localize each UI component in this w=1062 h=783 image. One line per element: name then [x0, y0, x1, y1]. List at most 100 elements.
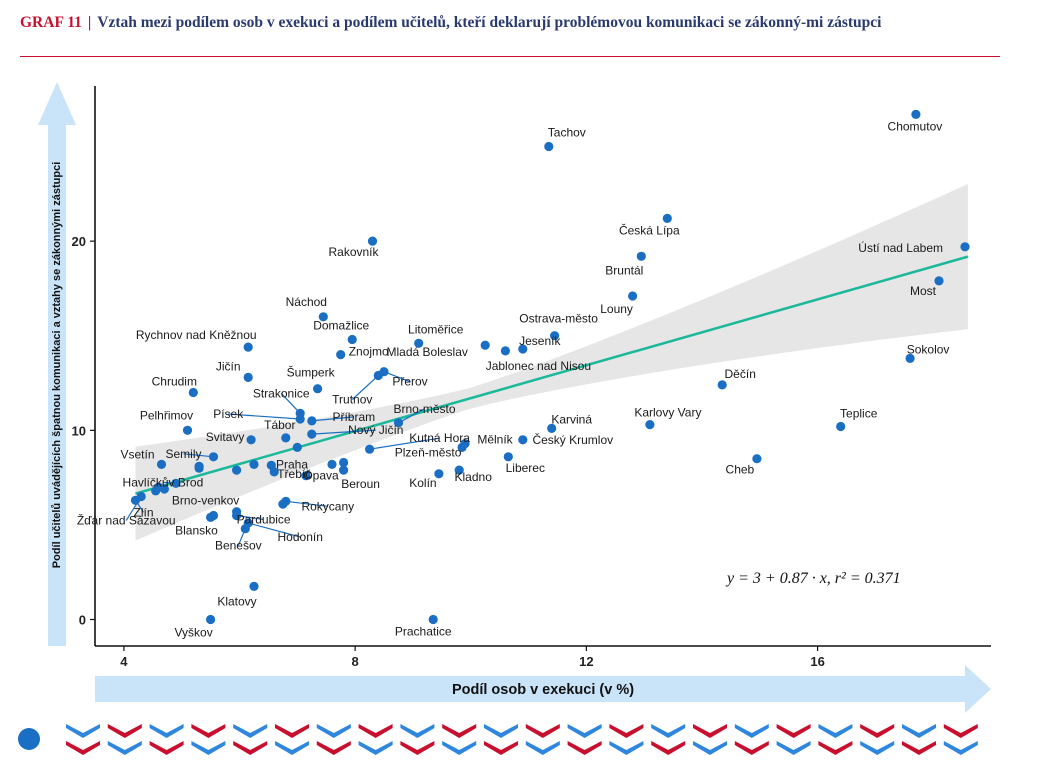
label-benesov: Benešov — [215, 539, 262, 553]
chevron-bottom — [943, 741, 978, 755]
y-tick-label: 20 — [72, 234, 86, 249]
label-ceska-lipa: Česká Lípa — [619, 222, 680, 237]
leader-rokycany — [285, 500, 328, 507]
chevron-top — [149, 724, 184, 738]
label-trebic: Třebíč — [277, 467, 311, 481]
label-vyskov: Vyškov — [174, 626, 212, 640]
label-blansko: Blansko — [175, 524, 218, 538]
point-cheb — [752, 454, 762, 464]
label-trutnov: Trutnov — [332, 393, 372, 407]
point-ostrava-mesto — [550, 331, 560, 341]
point-nachod — [318, 312, 328, 322]
label-zlin: Zlín — [133, 505, 153, 519]
point-prostejov — [249, 459, 259, 469]
point-sokolov — [905, 353, 915, 363]
chevron-top — [609, 724, 644, 738]
chevron-bottom — [484, 741, 518, 755]
chevron-bottom — [358, 741, 393, 755]
point-litomerice — [414, 338, 424, 348]
bullet-dot — [18, 728, 40, 750]
label-kolin: Kolín — [409, 476, 436, 490]
chevron-bottom — [275, 741, 309, 755]
point-znojmo — [336, 350, 346, 360]
point-vyskov-okoli — [151, 486, 161, 496]
point-beroun — [339, 465, 349, 475]
point-decin — [717, 380, 727, 390]
point-vyskov — [206, 614, 216, 625]
chevron-top — [776, 724, 811, 738]
chevron-decoration — [18, 724, 978, 755]
label-prachatice: Prachatice — [395, 625, 452, 639]
point-pisek — [295, 414, 305, 424]
label-jicin: Jičín — [216, 359, 241, 373]
chevron-top — [734, 724, 769, 738]
chevron-bottom — [776, 741, 811, 755]
point-ceska-lipa — [662, 213, 672, 223]
point-pribram — [307, 416, 317, 426]
point-labels: Chomutov Tachov Česká Lípa Rakovník Ústí nad… — [77, 119, 950, 639]
point-trebic — [269, 467, 279, 477]
chevron-top — [275, 724, 309, 738]
label-tabor: Tábor — [264, 418, 295, 432]
y-tick-label: 0 — [79, 613, 86, 628]
title-separator: | — [87, 14, 92, 31]
chevron-bottom — [693, 741, 727, 755]
point-kladno — [454, 465, 464, 475]
point-uherske-hradiste — [159, 484, 169, 494]
point-sumperk — [313, 384, 323, 394]
point-kolin — [434, 469, 444, 479]
point-chrudim — [188, 387, 198, 398]
label-decin: Děčín — [725, 367, 756, 381]
label-pisek: Písek — [213, 407, 244, 421]
label-rokycany: Rokycany — [301, 499, 354, 513]
y-tick-label: 10 — [72, 423, 86, 438]
point-brno-mesto — [393, 418, 404, 428]
axes: 4 8 12 16 0 10 20 — [72, 86, 991, 669]
leader-semily — [183, 453, 214, 458]
point-karvina — [547, 423, 557, 433]
label-sokolov: Sokolov — [907, 342, 950, 356]
chevron-bottom — [860, 741, 895, 755]
x-tick-label: 12 — [579, 654, 593, 669]
x-tick-label: 8 — [352, 654, 359, 669]
point-frydek-mistek — [278, 499, 288, 509]
point-opava — [301, 471, 311, 481]
chevron-top — [358, 724, 393, 738]
graph-label: GRAF 11 — [20, 14, 82, 31]
chevron-top — [107, 724, 142, 738]
point-hradec-kralove — [292, 442, 302, 452]
point-usti-nad-labem — [960, 242, 970, 252]
chevron-bottom — [818, 741, 853, 755]
label-vsetin: Vsetín — [120, 447, 154, 461]
label-rakovnik: Rakovník — [328, 245, 379, 259]
chevron-top — [567, 724, 602, 738]
x-tick-label: 16 — [810, 654, 824, 669]
point-pelhrimov — [182, 425, 193, 435]
label-opava: Opava — [303, 469, 339, 483]
label-chrudim: Chrudim — [152, 375, 197, 389]
chevron-top — [400, 724, 435, 738]
chevron-top — [860, 724, 895, 738]
point-plzen-mesto — [457, 442, 467, 452]
trend-layer — [135, 255, 969, 495]
point-liberec — [503, 452, 513, 462]
point-klatovy — [249, 581, 259, 592]
chevron-bottom — [149, 741, 184, 755]
label-klatovy: Klatovy — [217, 594, 256, 608]
chevron-bottom — [400, 741, 435, 755]
label-pelhrimov: Pelhřimov — [140, 408, 193, 422]
leader-prerov — [383, 371, 411, 383]
confidence-band — [135, 184, 968, 541]
chevron-bottom — [902, 741, 936, 755]
x-axis-arrow — [95, 665, 991, 713]
point-kutna-hora — [365, 444, 375, 454]
leader-brno-mesto — [398, 408, 425, 424]
chart-title: GRAF 11 | Vztah mezi podílem osob v exekuc… — [20, 14, 1000, 31]
point-prachatice — [428, 614, 438, 625]
point-tachov — [544, 141, 554, 152]
trend-line — [135, 255, 969, 495]
point-rychnov-nad-kneznou — [243, 342, 253, 352]
point-domazlice — [347, 334, 357, 345]
label-bruntal: Bruntál — [605, 263, 643, 277]
point-benesov — [240, 524, 250, 534]
